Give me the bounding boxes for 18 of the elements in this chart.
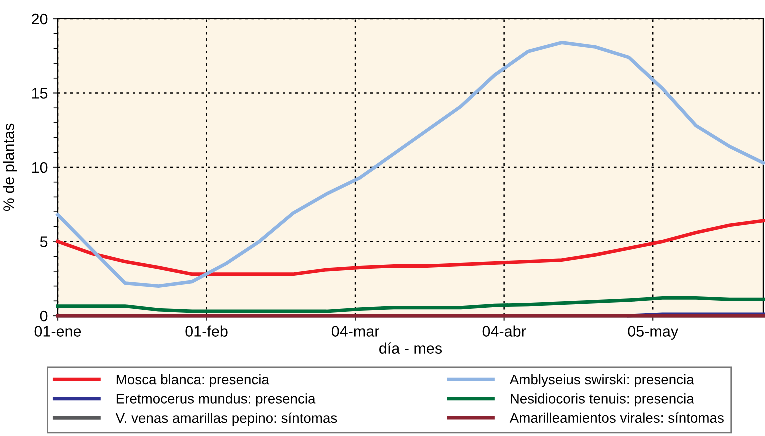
y-tick-label: 5 xyxy=(40,236,48,248)
legend-label: Amblyseius swirski: presencia xyxy=(510,374,694,388)
legend-label: Mosca blanca: presencia xyxy=(116,374,270,388)
x-tick-label: 04-mar xyxy=(332,326,380,337)
legend-label: Nesidiocoris tenuis: presencia xyxy=(511,394,694,407)
x-tick-label: 01-feb xyxy=(186,326,228,337)
y-axis-title: % de plantas xyxy=(3,124,18,212)
x-tick-label: 05-may xyxy=(628,326,679,340)
x-tick-label: 01-ene xyxy=(34,326,82,337)
legend-label: V. venas amarillas pepino: síntomas xyxy=(116,412,338,426)
y-tick-label: 10 xyxy=(32,162,48,174)
x-axis-title: día - mes xyxy=(380,342,442,354)
x-tick-label: 04-abr xyxy=(482,326,526,337)
y-tick-label: 20 xyxy=(32,14,48,25)
legend-label: Eretmocerus mundus: presencia xyxy=(116,394,316,407)
legend-label: Amarilleamientos virales: síntomas xyxy=(510,412,724,424)
y-tick-label: 15 xyxy=(32,88,48,99)
y-tick-label: 0 xyxy=(40,310,48,322)
